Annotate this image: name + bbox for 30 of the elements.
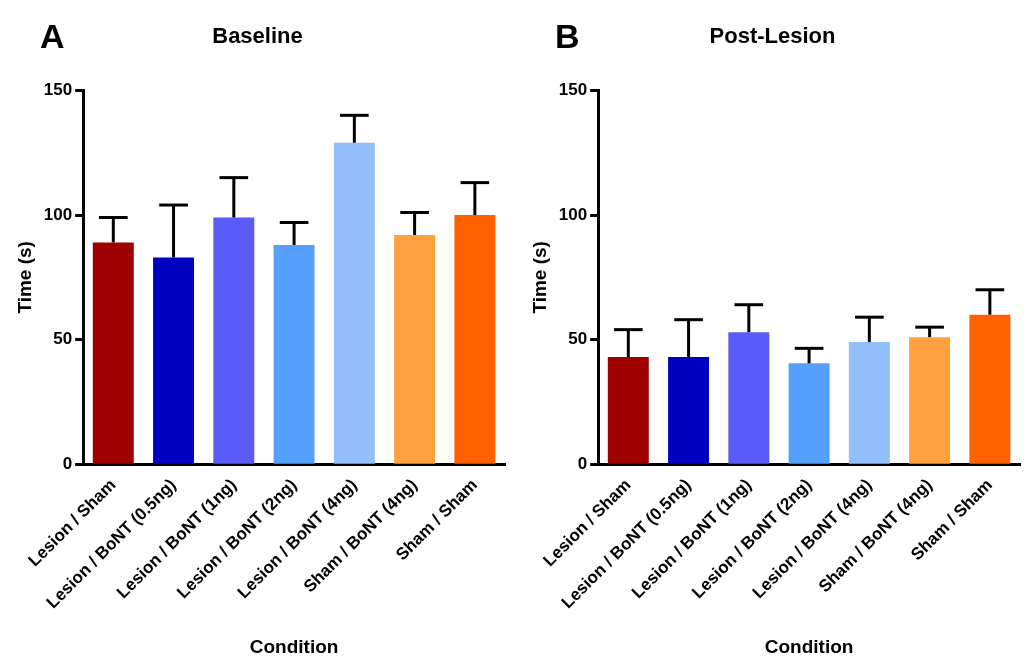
y-axis-title: Time (s) <box>528 241 550 314</box>
y-tick-label: 50 <box>568 329 588 349</box>
bar <box>788 363 830 464</box>
bar <box>909 337 951 464</box>
chart-title: Post-Lesion <box>709 23 836 49</box>
bar <box>394 234 436 464</box>
bar <box>728 332 770 464</box>
y-tick-label: 0 <box>577 453 588 473</box>
y-tick-label: 150 <box>43 80 73 100</box>
bar <box>848 342 890 464</box>
text: B <box>555 17 580 56</box>
y-tick-label: 100 <box>43 204 73 224</box>
chart-title: Baseline <box>212 23 303 49</box>
bar <box>273 244 315 464</box>
y-tick-label: 0 <box>62 453 73 473</box>
y-axis-title: Time (s) <box>13 241 35 314</box>
text: A <box>40 17 65 56</box>
y-tick-label: 100 <box>558 204 588 224</box>
bar <box>92 242 134 464</box>
bar <box>607 357 649 464</box>
bar <box>668 357 710 464</box>
x-axis-title: Condition <box>249 635 339 657</box>
x-axis-title: Condition <box>764 635 854 657</box>
bar <box>969 314 1011 464</box>
bar <box>153 257 195 464</box>
y-tick-label: 50 <box>53 329 73 349</box>
bar <box>213 217 255 464</box>
bar <box>333 142 375 464</box>
y-tick-label: 150 <box>558 80 588 100</box>
bar <box>454 215 496 464</box>
